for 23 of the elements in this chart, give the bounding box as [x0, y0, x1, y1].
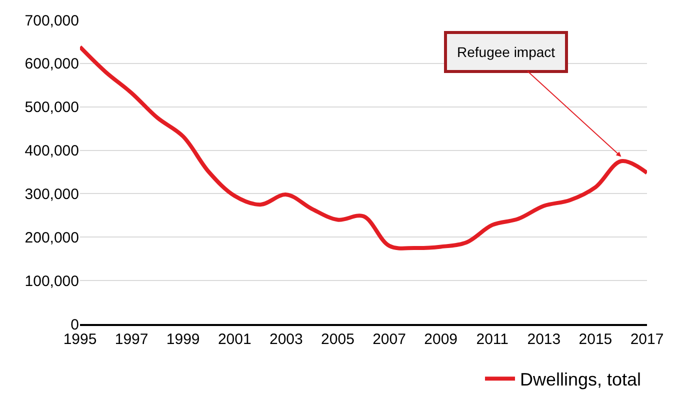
- y-tick-label: 300,000: [24, 186, 79, 203]
- y-tick-label: 700,000: [24, 12, 79, 30]
- y-tick-label: 0: [70, 316, 79, 334]
- x-tick-label: 2011: [476, 330, 508, 348]
- y-tick-label: 200,000: [24, 229, 79, 246]
- legend-label: Dwellings, total: [520, 370, 642, 390]
- x-tick-label: 2013: [527, 330, 561, 348]
- annotation: Refugee impact: [457, 44, 556, 60]
- x-tick-label: 2015: [578, 330, 612, 348]
- x-tick-label: 2003: [269, 330, 303, 348]
- y-tick-label: 400,000: [24, 142, 79, 160]
- x-tick-label: 2005: [321, 330, 354, 348]
- y-tick-label: 100,000: [24, 272, 79, 290]
- x-tick-label: 1995: [63, 330, 97, 348]
- y-tick-label: 600,000: [24, 56, 79, 73]
- x-tick-label: 2009: [424, 330, 458, 348]
- x-tick-label: 1997: [114, 330, 148, 348]
- x-tick-label: 2001: [218, 330, 252, 348]
- x-tick-label: 2017: [630, 330, 664, 348]
- x-tick-label: 1999: [166, 330, 200, 348]
- x-tick-label: 2007: [372, 330, 406, 348]
- y-tick-label: 500,000: [24, 99, 79, 116]
- line-series: [80, 44, 647, 250]
